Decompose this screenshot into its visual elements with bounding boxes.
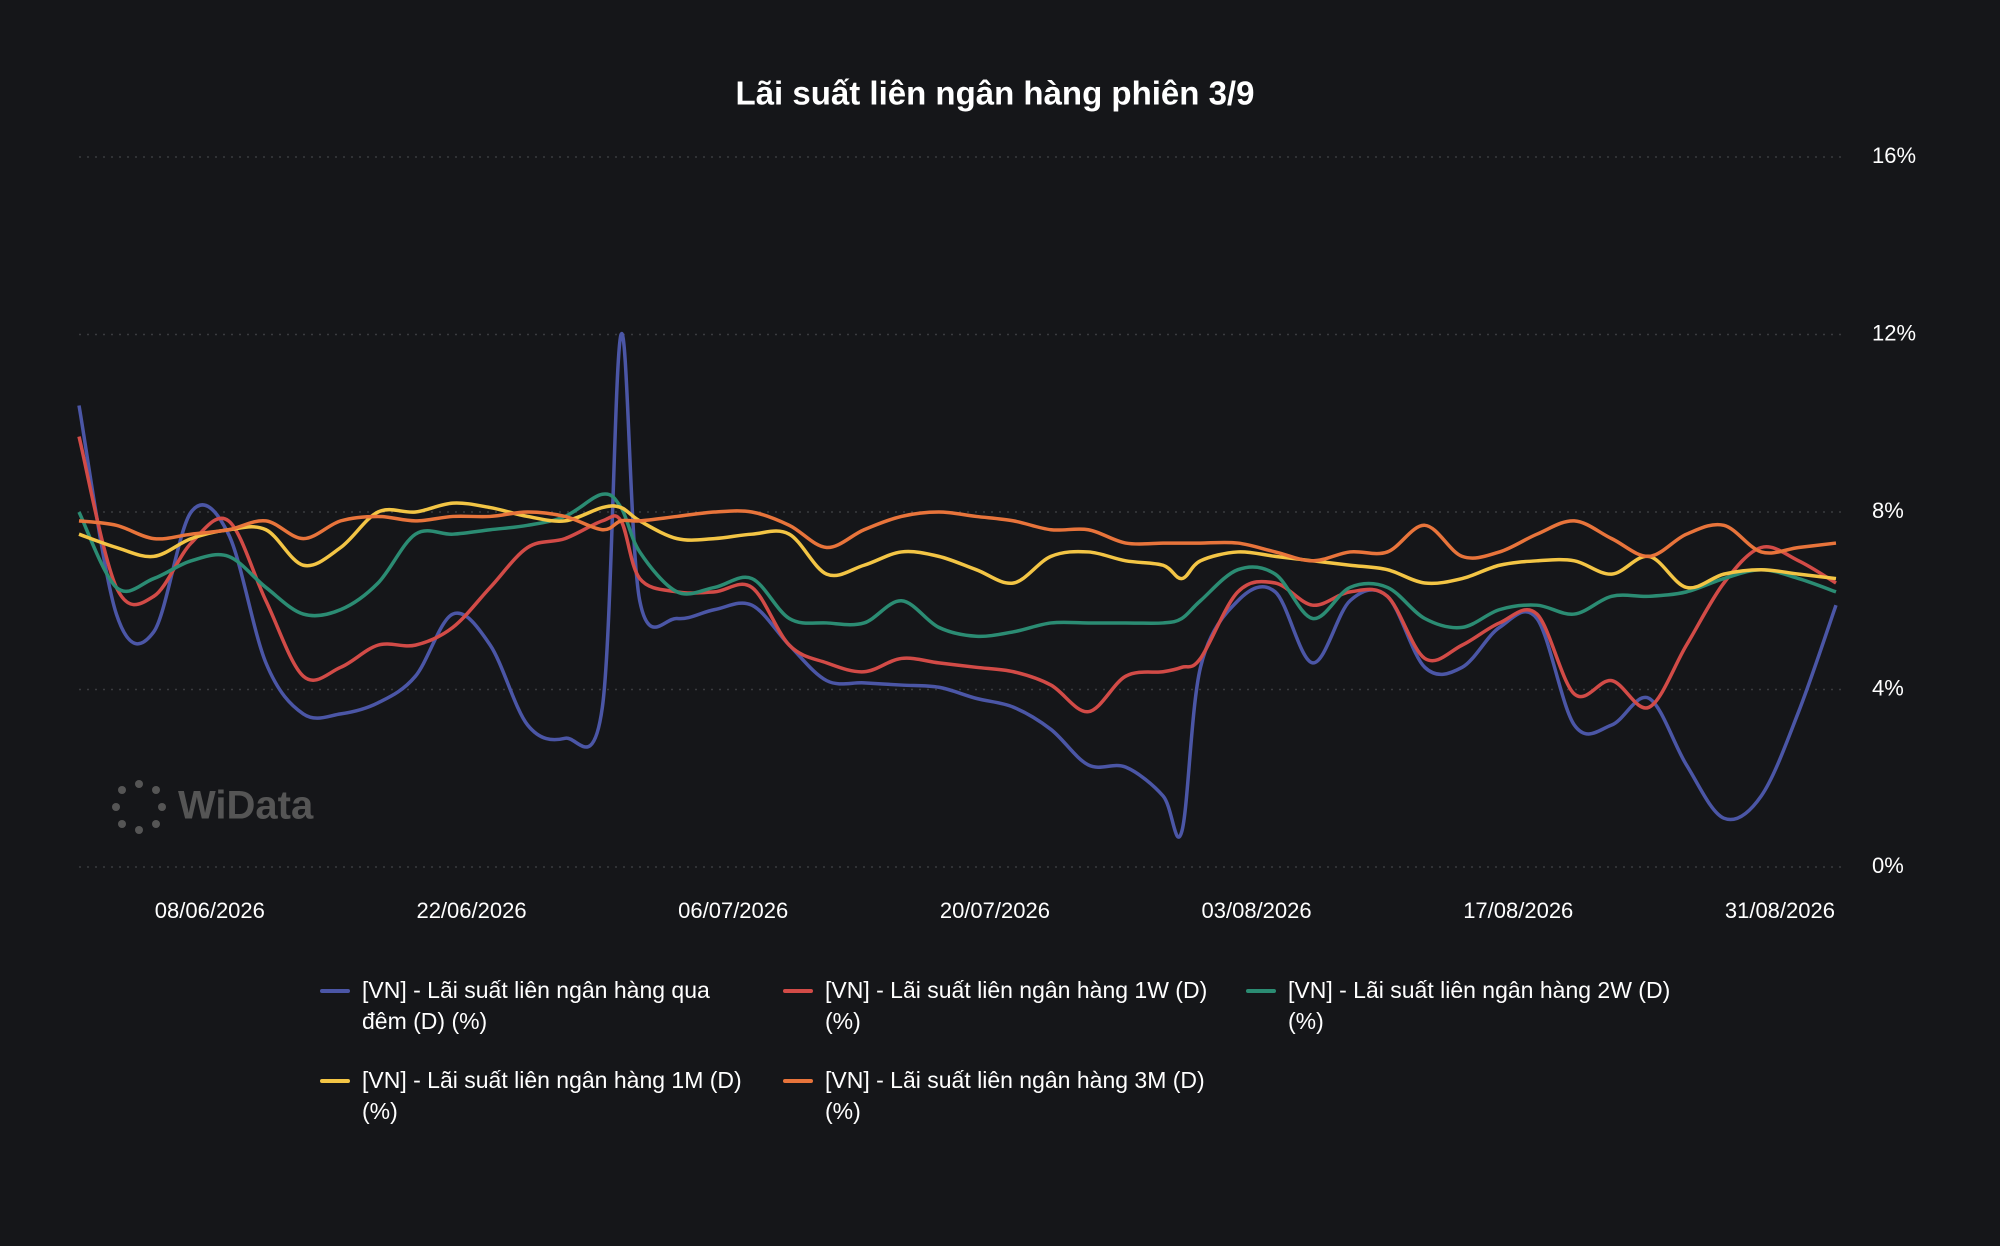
x-tick-label: 22/06/2026 xyxy=(416,898,526,923)
legend-swatch xyxy=(1246,989,1276,993)
legend-swatch xyxy=(320,1079,350,1083)
legend-label: [VN] - Lãi suất liên ngân hàng 1W (D) (%… xyxy=(825,977,1208,1034)
chart: Lãi suất liên ngân hàng phiên 3/9 WiData… xyxy=(77,75,1916,923)
x-tick-label: 17/08/2026 xyxy=(1463,898,1573,923)
legend-label: [VN] - Lãi suất liên ngân hàng 2W (D) (%… xyxy=(1288,977,1671,1034)
legend-item[interactable]: [VN] - Lãi suất liên ngân hàng 2W (D) (%… xyxy=(1246,975,1709,1037)
legend-swatch xyxy=(320,989,350,993)
series-line xyxy=(77,332,1838,839)
legend-label: [VN] - Lãi suất liên ngân hàng 1M (D) (%… xyxy=(362,1067,742,1124)
legend-item[interactable]: [VN] - Lãi suất liên ngân hàng 1W (D) (%… xyxy=(783,975,1246,1037)
legend-label: [VN] - Lãi suất liên ngân hàng 3M (D) (%… xyxy=(825,1067,1205,1124)
series-line xyxy=(78,501,1837,590)
chart-title: Lãi suất liên ngân hàng phiên 3/9 xyxy=(736,75,1255,112)
series-line xyxy=(77,492,1837,639)
y-tick-label: 8% xyxy=(1872,498,1904,523)
x-tick-label: 20/07/2026 xyxy=(940,898,1050,923)
legend-swatch xyxy=(783,989,813,993)
x-tick-label: 03/08/2026 xyxy=(1202,898,1312,923)
y-tick-label: 12% xyxy=(1872,320,1916,345)
legend-item[interactable]: [VN] - Lãi suất liên ngân hàng 1M (D) (%… xyxy=(320,1065,783,1127)
series-line xyxy=(78,509,1837,563)
y-tick-label: 4% xyxy=(1872,675,1904,700)
watermark: WiData xyxy=(178,784,314,828)
legend: [VN] - Lãi suất liên ngân hàng qua đêm (… xyxy=(320,975,1720,1155)
y-tick-label: 0% xyxy=(1872,853,1904,878)
legend-item[interactable]: [VN] - Lãi suất liên ngân hàng qua đêm (… xyxy=(320,975,783,1037)
legend-label: [VN] - Lãi suất liên ngân hàng qua đêm (… xyxy=(362,977,710,1034)
x-tick-label: 08/06/2026 xyxy=(155,898,265,923)
legend-swatch xyxy=(783,1079,813,1083)
x-tick-label: 06/07/2026 xyxy=(678,898,788,923)
legend-item[interactable]: [VN] - Lãi suất liên ngân hàng 3M (D) (%… xyxy=(783,1065,1246,1127)
x-tick-label: 31/08/2026 xyxy=(1725,898,1835,923)
y-tick-label: 16% xyxy=(1872,143,1916,168)
watermark-logo xyxy=(112,780,166,834)
series-line xyxy=(77,436,1837,714)
